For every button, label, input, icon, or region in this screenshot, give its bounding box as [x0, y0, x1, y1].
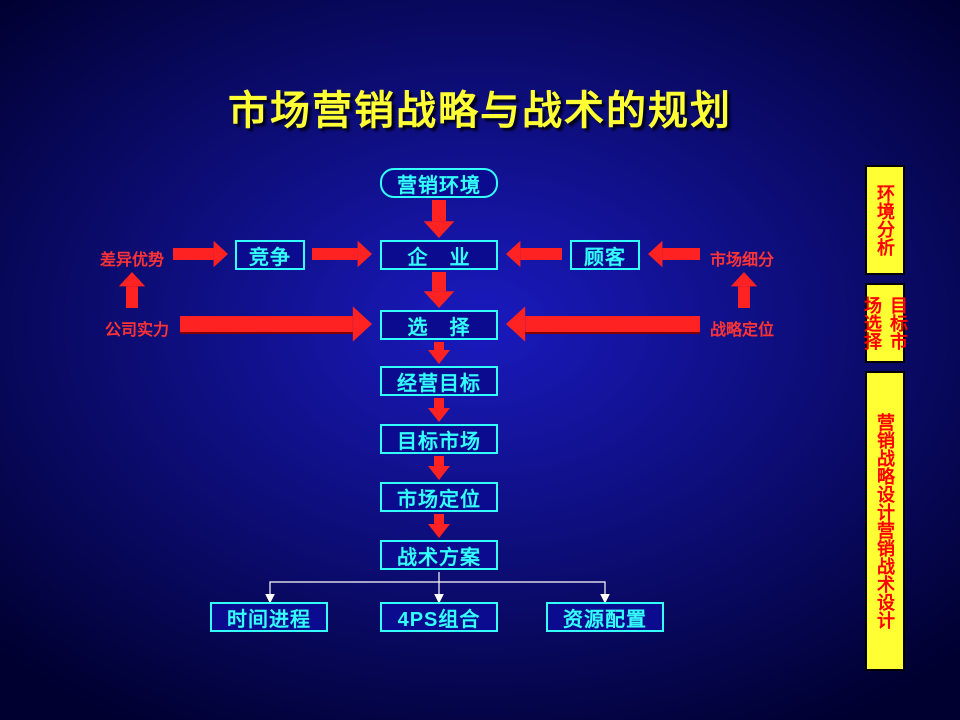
node-resource: 资源配置 — [546, 602, 664, 632]
node-fourps: 4PS组合 — [380, 602, 498, 632]
node-time: 时间进程 — [210, 602, 328, 632]
node-goal: 经营目标 — [380, 366, 498, 396]
node-target: 目标市场 — [380, 424, 498, 454]
label-stratpos: 战略定位 — [710, 316, 774, 340]
sidebar-label-2: 营销战略设计营销战术设计 — [865, 371, 905, 671]
node-choose: 选 择 — [380, 310, 498, 340]
node-position: 市场定位 — [380, 482, 498, 512]
node-company: 企 业 — [380, 240, 498, 270]
sidebar-label-1: 场选择目标市 — [865, 283, 905, 363]
label-strength: 公司实力 — [105, 316, 169, 340]
node-tactic: 战术方案 — [380, 540, 498, 570]
page-title: 市场营销战略与战术的规划 — [0, 78, 960, 136]
label-diffadv: 差异优势 — [100, 246, 164, 270]
diagram-stage: 市场营销战略与战术的规划 营销环境企 业选 择经营目标目标市场市场定位战术方案时… — [0, 0, 960, 720]
node-env: 营销环境 — [380, 168, 498, 198]
label-segment: 市场细分 — [710, 246, 774, 270]
node-customer: 顾客 — [570, 240, 640, 270]
node-compete: 竞争 — [235, 240, 305, 270]
sidebar-label-0: 环境分析 — [865, 165, 905, 275]
